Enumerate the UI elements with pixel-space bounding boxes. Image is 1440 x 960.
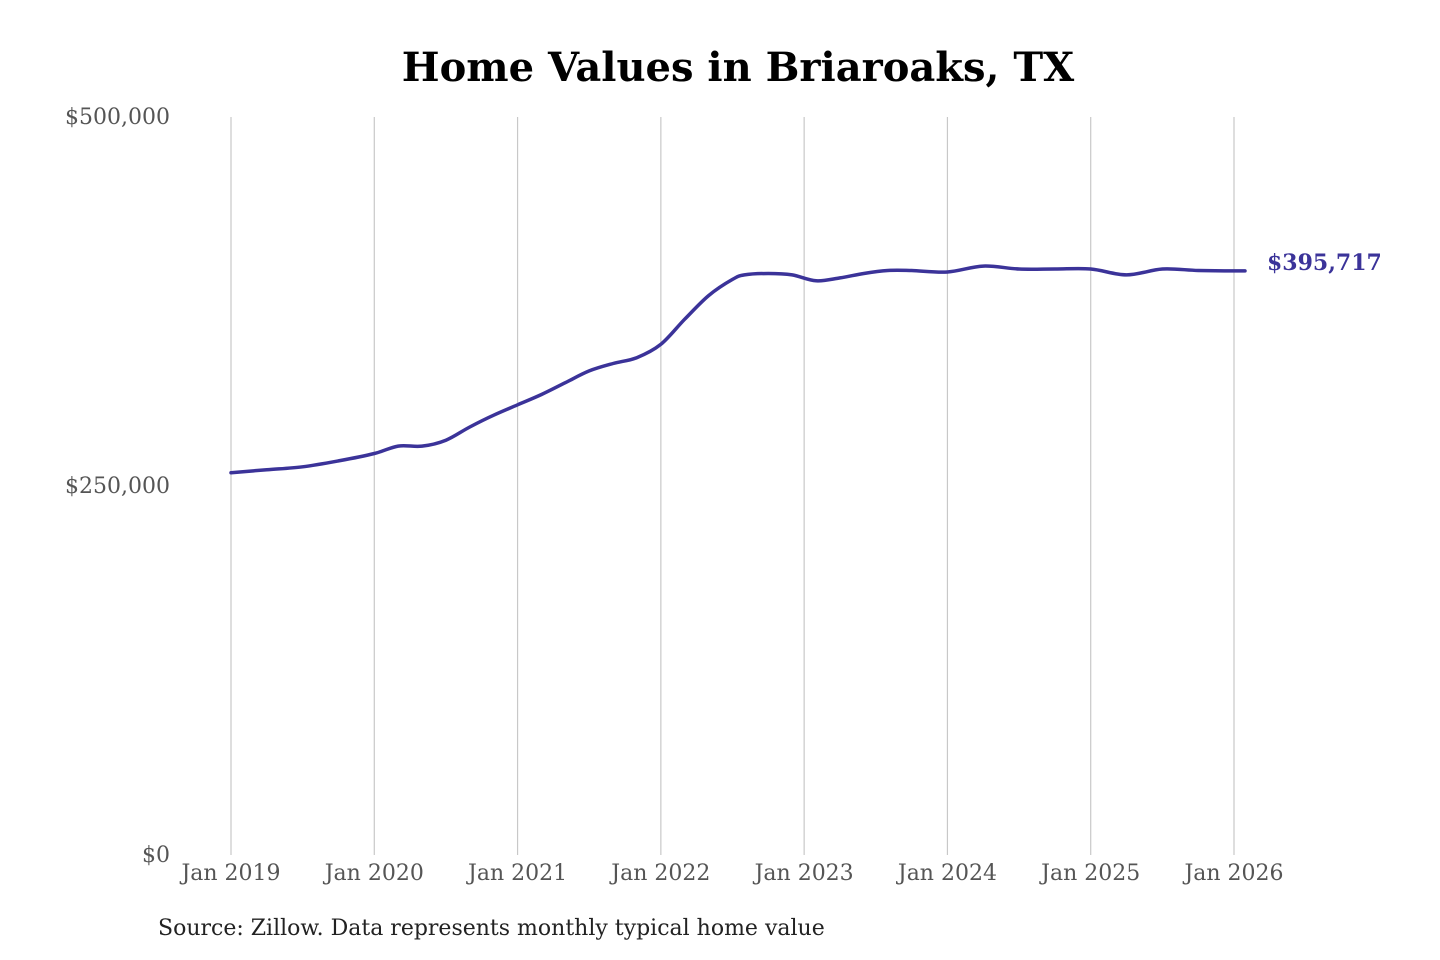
- x-axis-ticks: Jan 2019 Jan 2020 Jan 2021 Jan 2022 Jan 2023…: [179, 861, 1283, 886]
- x-tick-label: Jan 2020: [323, 861, 424, 886]
- y-tick-label: $0: [142, 843, 170, 868]
- x-tick-label: Jan 2019: [179, 861, 280, 886]
- chart-title: Home Values in Briaroaks, TX: [401, 44, 1075, 91]
- x-tick-label: Jan 2025: [1039, 861, 1140, 886]
- end-value-label: $395,717: [1267, 250, 1382, 276]
- series-line: [229, 264, 1247, 475]
- x-tick-label: Jan 2024: [896, 861, 997, 886]
- y-axis-ticks: $0 $250,000 $500,000: [65, 105, 170, 868]
- x-tick-label: Jan 2021: [466, 861, 567, 886]
- source-note: Source: Zillow. Data represents monthly …: [158, 916, 825, 941]
- x-tick-label: Jan 2023: [753, 861, 854, 886]
- x-tick-label: Jan 2022: [609, 861, 710, 886]
- gridlines: [230, 117, 1235, 855]
- x-tick-label: Jan 2026: [1182, 861, 1283, 886]
- y-tick-label: $500,000: [65, 105, 170, 130]
- y-tick-label: $250,000: [65, 474, 170, 499]
